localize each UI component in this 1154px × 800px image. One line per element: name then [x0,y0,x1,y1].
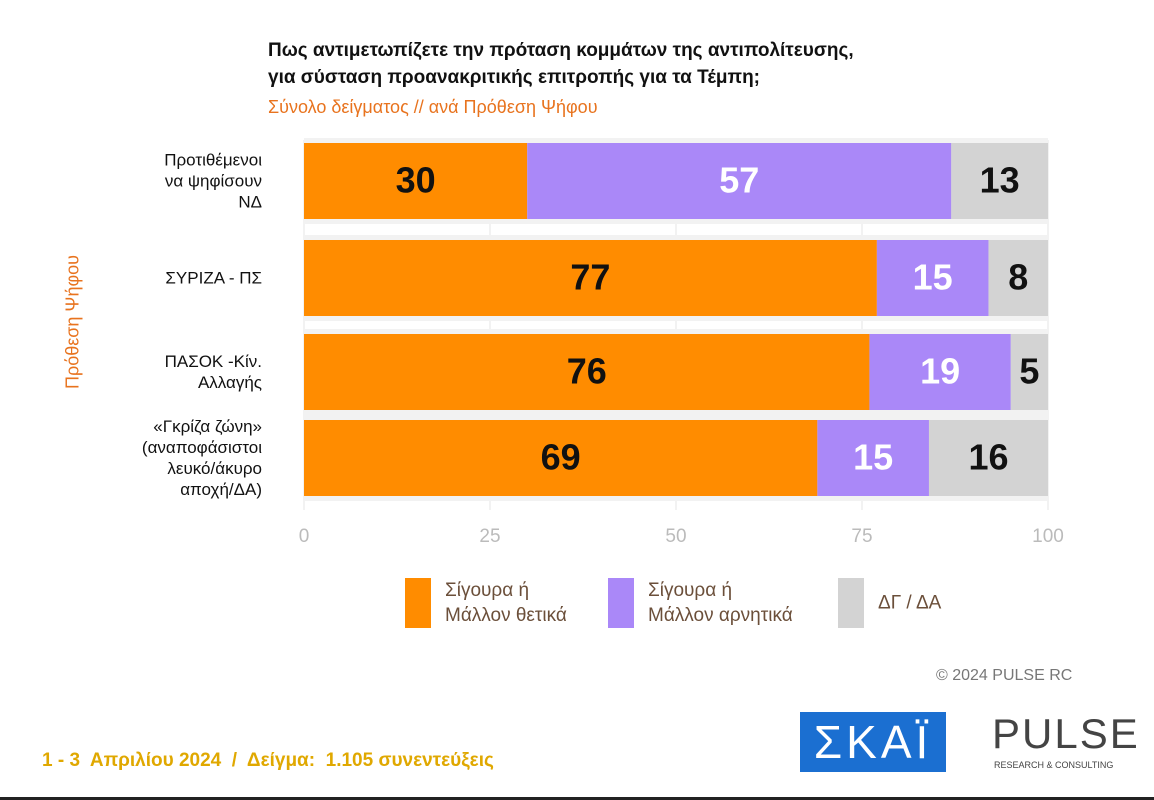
bar-segment [988,240,1048,316]
bar-segment [876,240,989,316]
skai-logo: ΣΚΑΪ [800,712,946,772]
legend-label: Σίγουρα ή Μάλλον θετικά [445,580,567,626]
pulse-tagline: RESEARCH & CONSULTING [994,760,1114,770]
value-label: 19 [920,351,960,392]
value-label: 57 [719,160,759,201]
bar-segment [1010,334,1048,410]
bar-segment [304,143,528,219]
x-tick-label: 0 [299,526,310,547]
x-tick-label: 25 [479,526,500,547]
value-label: 8 [1008,257,1028,298]
bar-segment [304,420,818,496]
category-label: «Γκρίζα ζώνη» (αναποφάσιστοι λευκό/άκυρο… [141,417,262,499]
legend-label: ΔΓ / ΔΑ [878,592,942,614]
copyright: © 2024 PULSE RC [936,667,1073,684]
value-label: 15 [853,437,893,478]
footer-note: 1 - 3 Απριλίου 2024 / Δείγμα: 1.105 συνε… [42,750,494,771]
value-label: 13 [980,160,1020,201]
bar-segment [869,334,1011,410]
value-label: 77 [570,257,610,298]
category-label: ΣΥΡΙΖΑ - ΠΣ [165,268,262,288]
bar-segment [951,143,1048,219]
value-label: 76 [567,351,607,392]
category-label: Προτιθέμενοι να ψηφίσουν ΝΔ [164,150,262,212]
value-label: 5 [1019,351,1039,392]
category-label: ΠΑΣΟΚ -Κίν. Αλλαγής [164,352,262,392]
pulse-logo: PULSE [992,710,1140,757]
bar-segment [817,420,929,496]
value-label: 16 [968,437,1008,478]
legend-swatch [838,578,864,628]
bar-segment [928,420,1048,496]
y-axis-label: Πρόθεση Ψήφου [62,255,83,389]
chart-title: Πως αντιμετωπίζετε την πρόταση κομμάτων … [268,40,854,88]
value-label: 15 [913,257,953,298]
bar-segment [304,334,870,410]
bar-segment [304,240,877,316]
x-tick-label: 100 [1032,526,1064,547]
chart-subtitle: Σύνολο δείγματος // ανά Πρόθεση Ψήφου [268,97,598,117]
x-tick-label: 75 [851,526,872,547]
value-label: 30 [396,160,436,201]
value-label: 69 [541,437,581,478]
legend-label: Σίγουρα ή Μάλλον αρνητικά [648,580,793,626]
legend-swatch [608,578,634,628]
bar-segment [527,143,952,219]
legend-swatch [405,578,431,628]
x-tick-label: 50 [665,526,686,547]
